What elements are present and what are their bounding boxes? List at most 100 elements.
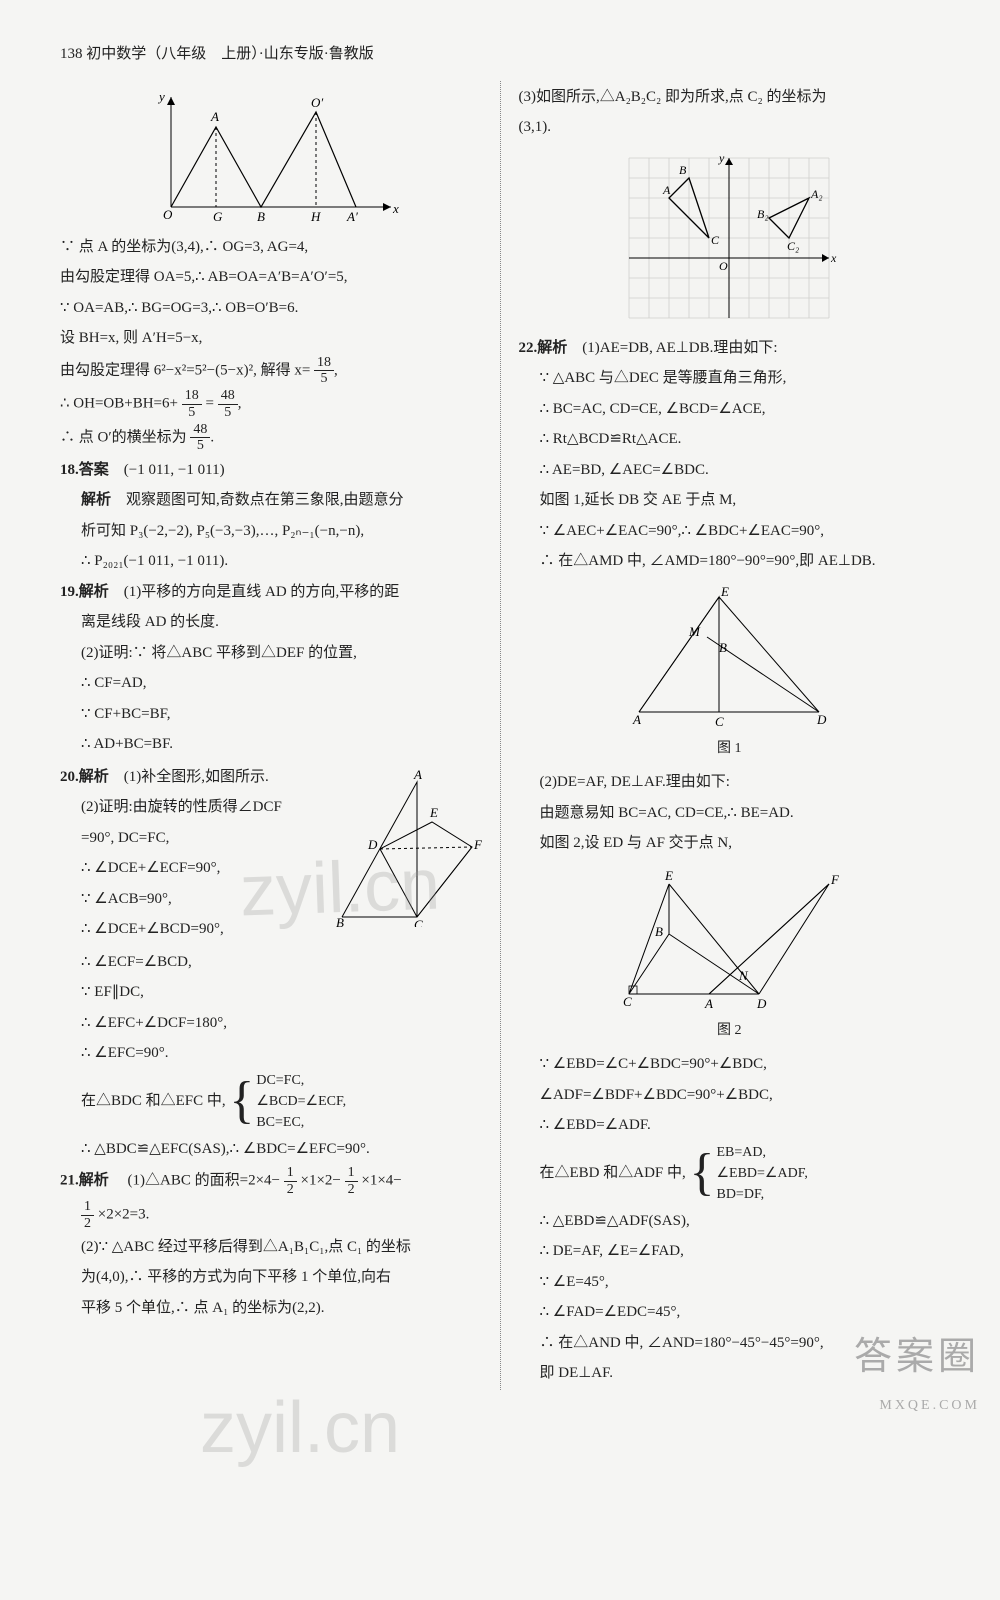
- text: 在△EBD 和△ADF 中,: [540, 1165, 686, 1181]
- text: ∴ AD+BC=BF.: [60, 730, 482, 759]
- text: ∴ ∠EBD=∠ADF.: [519, 1111, 941, 1140]
- numerator: 48: [190, 422, 210, 438]
- text: ∴ ∠EFC+∠DCF=180°,: [60, 1009, 482, 1038]
- text: ∵ CF+BC=BF,: [60, 700, 482, 729]
- text: ×1×4−: [361, 1173, 401, 1189]
- text: ∴ BC=AC, CD=CE, ∠BCD=∠ACE,: [519, 395, 941, 424]
- denominator: 5: [218, 405, 238, 420]
- svg-text:C: C: [711, 233, 720, 247]
- text: (1)AE=DB, AE⊥DB.理由如下:: [582, 340, 777, 356]
- text: ∠ADF=∠BDF+∠BDC=90°+∠BDC,: [519, 1081, 941, 1110]
- brace-line: ∠EBD=∠ADF,: [716, 1163, 807, 1184]
- text: ∵ EF∥DC,: [60, 978, 482, 1007]
- svg-text:B₂: B₂: [757, 207, 769, 221]
- text: 由勾股定理得 6²−x²=5²−(5−x)², 解得 x=: [60, 362, 310, 378]
- text: ×2×2=3.: [98, 1206, 150, 1222]
- fig-q20: A B C D E F: [332, 767, 482, 927]
- text: ∵ 点 A 的坐标为(3,4),∴ OG=3, AG=4,: [60, 233, 482, 262]
- text: 在△BDC 和△EFC 中,: [81, 1093, 226, 1109]
- brace-line: ∠BCD=∠ECF,: [256, 1091, 346, 1112]
- text: ∴ ∠DCE+∠BCD=90°,: [60, 915, 326, 944]
- svg-text:A: A: [210, 109, 219, 124]
- page-header: 138 初中数学（八年级 上册）·山东专版·鲁教版: [60, 40, 940, 69]
- text: ∵ ∠E=45°,: [519, 1268, 941, 1297]
- numerator: 18: [314, 355, 334, 371]
- text: ∴ 点 O′的横坐标为 485.: [60, 422, 482, 454]
- text: ∴ OH=OB+BH=6+: [60, 396, 178, 412]
- fig-caption: 图 2: [519, 1018, 941, 1045]
- numerator: 18: [182, 388, 202, 404]
- q20-label: 20.解析: [60, 769, 109, 785]
- denominator: 5: [314, 371, 334, 386]
- text: 设 BH=x, 则 A′H=5−x,: [60, 324, 482, 353]
- text: ∵ ∠EBD=∠C+∠BDC=90°+∠BDC,: [519, 1050, 941, 1079]
- q18-label: 18.答案: [60, 462, 109, 478]
- text: (1)平移的方向是直线 AD 的方向,平移的距: [124, 584, 399, 600]
- fig-r1: A C D E B M: [619, 582, 839, 732]
- text: ∴ CF=AD,: [60, 669, 482, 698]
- brace-line: DC=FC,: [256, 1070, 346, 1091]
- text: ∴ 点 O′的横坐标为: [60, 429, 187, 445]
- fig-axes-zigzag: O G B H A′ x y A O′: [141, 87, 401, 227]
- text: ∴ △EBD≌△ADF(SAS),: [519, 1207, 941, 1236]
- svg-text:H: H: [310, 209, 321, 224]
- fig-caption: 图 1: [519, 736, 941, 763]
- text: =90°, DC=FC,: [60, 824, 326, 853]
- q21-label: 21.解析: [60, 1173, 109, 1189]
- text: ×1×2−: [301, 1173, 341, 1189]
- text: 在△BDC 和△EFC 中, { DC=FC, ∠BCD=∠ECF, BC=EC…: [60, 1070, 482, 1133]
- text: ∵ ∠ACB=90°,: [60, 885, 326, 914]
- brace-line: BD=DF,: [716, 1184, 807, 1205]
- text: ,: [334, 362, 338, 378]
- svg-text:A: A: [662, 183, 671, 197]
- svg-text:x: x: [392, 201, 399, 216]
- text: 如图 2,设 ED 与 AF 交于点 N,: [519, 829, 941, 858]
- denominator: 5: [190, 438, 210, 453]
- text: (3,1).: [519, 113, 941, 142]
- text: 平移 5 个单位,∴ 点 A₁ 的坐标为(2,2).: [60, 1294, 482, 1323]
- text: (2)DE=AF, DE⊥AF.理由如下:: [519, 768, 941, 797]
- text: ∴ OH=OB+BH=6+ 185 = 485,: [60, 388, 482, 420]
- svg-text:B: B: [257, 209, 265, 224]
- svg-text:F: F: [473, 837, 482, 852]
- svg-text:C₂: C₂: [787, 239, 799, 253]
- svg-text:O: O: [719, 259, 728, 273]
- text: (1)△ABC 的面积=2×4−: [128, 1173, 280, 1189]
- logo-url: MXQE.COM: [854, 1393, 980, 1420]
- svg-text:N: N: [738, 968, 749, 983]
- text: (2)证明:∵ 将△ABC 平移到△DEF 的位置,: [60, 639, 482, 668]
- svg-text:A′: A′: [346, 209, 358, 224]
- text: ∵ OA=AB,∴ BG=OG=3,∴ OB=O′B=6.: [60, 294, 482, 323]
- svg-text:D: D: [816, 712, 827, 727]
- q22-label: 22.解析: [519, 340, 568, 356]
- brace-line: BC=EC,: [256, 1112, 346, 1133]
- svg-text:y: y: [157, 89, 165, 104]
- svg-text:D: D: [367, 837, 378, 852]
- svg-text:A₂: A₂: [810, 187, 823, 201]
- svg-text:D: D: [756, 996, 767, 1011]
- text: 由题意易知 BC=AC, CD=CE,∴ BE=AD.: [519, 799, 941, 828]
- svg-text:A: A: [413, 767, 422, 782]
- numerator: 1: [284, 1165, 297, 1181]
- svg-text:A: A: [632, 712, 641, 727]
- text: (3)如图所示,△A₂B₂C₂ 即为所求,点 C₂ 的坐标为: [519, 83, 941, 112]
- text: 观察题图可知,奇数点在第三象限,由题意分: [126, 492, 404, 508]
- right-column: (3)如图所示,△A₂B₂C₂ 即为所求,点 C₂ 的坐标为 (3,1). A …: [501, 81, 941, 1390]
- text: 离是线段 AD 的长度.: [60, 608, 482, 637]
- left-column: O G B H A′ x y A O′ ∵ 点 A 的坐标为(3,4),∴ OG…: [60, 81, 500, 1390]
- text: .: [210, 429, 214, 445]
- text: ∴ 在△AMD 中, ∠AMD=180°−90°=90°,即 AE⊥DB.: [519, 547, 941, 576]
- text: ∴ ∠EFC=90°.: [60, 1039, 482, 1068]
- svg-text:A: A: [704, 996, 713, 1011]
- numerator: 1: [345, 1165, 358, 1181]
- text: (2)证明:由旋转的性质得∠DCF: [60, 793, 326, 822]
- svg-text:x: x: [830, 251, 837, 265]
- q19-label: 19.解析: [60, 584, 109, 600]
- denominator: 5: [182, 405, 202, 420]
- svg-text:E: E: [664, 868, 673, 883]
- denominator: 2: [345, 1182, 358, 1197]
- denominator: 2: [81, 1216, 94, 1231]
- text: ∴ ∠ECF=∠BCD,: [60, 948, 482, 977]
- numerator: 48: [218, 388, 238, 404]
- svg-text:C: C: [414, 917, 423, 927]
